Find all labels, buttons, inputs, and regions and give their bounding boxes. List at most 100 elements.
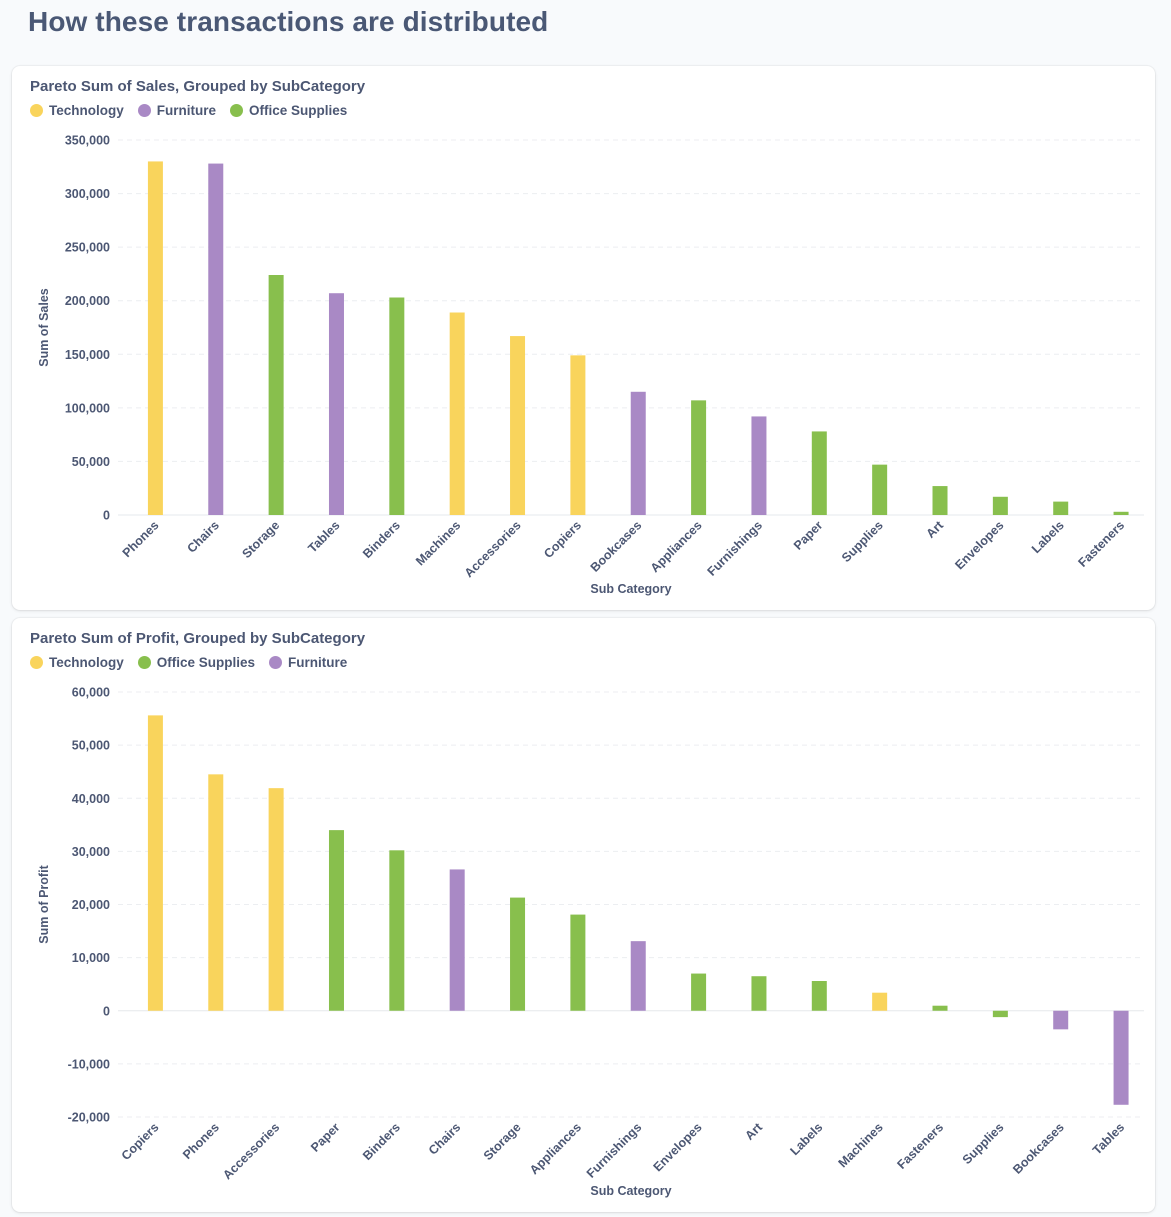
legend-dot-technology [30, 104, 43, 117]
legend-label: Technology [49, 655, 124, 670]
bar-labels [811, 981, 827, 1011]
y-tick-label: 0 [103, 509, 110, 523]
bar-supplies [992, 1010, 1008, 1018]
y-tick-label: 0 [103, 1004, 110, 1018]
legend-dot-furniture [269, 656, 283, 669]
sales-chart-title[interactable]: Pareto Sum of Sales, Grouped by SubCateg… [30, 78, 366, 95]
x-tick-label: Appliances [527, 1120, 584, 1177]
y-tick-label: 50,000 [72, 739, 110, 753]
profit-chart-title[interactable]: Pareto Sum of Profit, Grouped by SubCate… [30, 630, 366, 647]
x-tick-label: Chairs [426, 1120, 463, 1157]
bar-binders [389, 297, 405, 515]
legend-item-office-supplies[interactable]: Office Supplies [137, 655, 256, 670]
legend-item-technology[interactable]: Technology [30, 655, 124, 670]
x-tick-label: Supplies [839, 518, 886, 565]
x-tick-label: Storage [481, 1120, 524, 1163]
x-tick-label: Fasteners [1076, 518, 1128, 570]
y-tick-label: 50,000 [72, 455, 110, 469]
profit-chart-legend: Technology Office Supplies Furniture [30, 655, 347, 670]
y-tick-label: 200,000 [65, 294, 110, 308]
x-tick-label: Binders [360, 518, 403, 561]
bar-art [932, 486, 948, 515]
profit-bar-chart: -20,000 -10,000 0 10,000 20,000 30,000 40,000 5… [37, 686, 1144, 1198]
bar-phones [208, 774, 224, 1011]
y-tick-label: 10,000 [72, 951, 110, 965]
x-tick-label: Envelopes [952, 518, 1006, 572]
bars [147, 161, 1129, 516]
x-tick-label: Copiers [541, 518, 584, 561]
legend-item-furniture[interactable]: Furniture [137, 103, 217, 118]
y-tick-label: 30,000 [72, 845, 110, 859]
bar-bookcases [1053, 1010, 1069, 1030]
bar-art [751, 976, 767, 1011]
bar-binders [389, 850, 405, 1011]
bar-labels [1053, 501, 1069, 515]
x-tick-label: Appliances [648, 518, 705, 575]
bar-appliances [570, 914, 586, 1011]
x-tick-label: Labels [788, 1120, 826, 1158]
x-axis-title: Sub Category [590, 582, 671, 596]
sales-chart-legend: Technology Furniture Office Supplies [30, 103, 347, 118]
bar-chairs [208, 163, 224, 516]
x-tick-label: Paper [308, 1120, 343, 1155]
y-tick-label: 60,000 [72, 686, 110, 700]
x-tick-label: Fasteners [894, 1120, 946, 1172]
x-tick-label: Phones [120, 518, 162, 560]
legend-dot-office-supplies [230, 104, 244, 117]
x-tick-label: Tables [305, 518, 342, 555]
bar-bookcases [630, 391, 646, 515]
bars [147, 715, 1129, 1105]
legend-label: Furniture [156, 103, 217, 118]
x-tick-label: Furnishings [705, 518, 766, 579]
x-tick-label: Copiers [119, 1120, 162, 1163]
y-tick-label: 300,000 [65, 187, 110, 201]
y-tick-label: 40,000 [72, 792, 110, 806]
x-tick-label: Chairs [184, 518, 221, 555]
x-tick-label: Supplies [960, 1120, 1007, 1167]
x-tick-label: Bookcases [588, 518, 645, 575]
bar-machines [449, 312, 465, 515]
bar-accessories [268, 788, 284, 1011]
page-title: How these transactions are distributed [28, 6, 549, 37]
y-tick-label: 20,000 [72, 898, 110, 912]
bar-storage [268, 275, 284, 515]
bar-fasteners [932, 1005, 948, 1011]
legend-label: Office Supplies [156, 655, 256, 670]
bar-furnishings [630, 941, 646, 1011]
y-tick-label: -20,000 [68, 1111, 110, 1125]
sales-chart-card: Pareto Sum of Sales, Grouped by SubCateg… [12, 66, 1155, 610]
profit-chart-card: Pareto Sum of Profit, Grouped by SubCate… [12, 618, 1155, 1212]
bar-machines [872, 992, 888, 1011]
bar-copiers [147, 715, 163, 1011]
bar-appliances [691, 400, 707, 515]
x-tick-label: Envelopes [651, 1120, 705, 1174]
bar-storage [510, 897, 526, 1011]
x-tick-label: Machines [836, 1120, 886, 1170]
y-axis-title: Sum of Profit [37, 864, 51, 943]
legend-dot-technology [30, 656, 43, 669]
y-tick-label: 100,000 [65, 401, 110, 415]
x-tick-label: Paper [791, 518, 826, 553]
legend-item-furniture[interactable]: Furniture [269, 655, 347, 670]
y-tick-label: -10,000 [68, 1057, 110, 1071]
x-tick-label: Binders [360, 1120, 403, 1163]
y-axis-title: Sum of Sales [37, 288, 51, 367]
y-tick-label: 350,000 [65, 134, 110, 148]
x-tick-label: Accessories [220, 1120, 282, 1182]
x-tick-label: Storage [239, 518, 282, 561]
bar-copiers [570, 355, 586, 515]
bar-accessories [510, 336, 526, 515]
legend-item-technology[interactable]: Technology [30, 103, 124, 118]
x-tick-label: Machines [413, 518, 463, 568]
x-tick-label: Bookcases [1010, 1120, 1067, 1177]
bar-envelopes [992, 496, 1008, 515]
bar-supplies [872, 464, 888, 515]
bar-tables [1113, 1010, 1129, 1105]
x-tick-label: Tables [1090, 1120, 1127, 1157]
legend-item-office-supplies[interactable]: Office Supplies [230, 103, 347, 118]
legend-dot-furniture [137, 104, 151, 117]
x-tick-label: Art [923, 518, 946, 541]
x-tick-label: Furnishings [584, 1120, 645, 1181]
bar-paper [328, 830, 344, 1011]
x-tick-label: Phones [180, 1120, 222, 1162]
